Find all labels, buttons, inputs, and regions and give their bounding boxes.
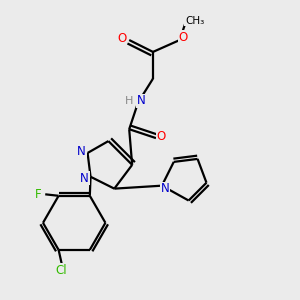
Text: CH₃: CH₃ [185,16,204,26]
Text: H: H [125,96,134,106]
Text: F: F [35,188,42,201]
Text: N: N [80,172,89,185]
Text: N: N [77,145,86,158]
Text: N: N [137,94,146,107]
Text: N: N [160,182,169,195]
Text: O: O [117,32,126,45]
Text: Cl: Cl [56,264,68,277]
Text: O: O [157,130,166,143]
Text: O: O [179,31,188,44]
